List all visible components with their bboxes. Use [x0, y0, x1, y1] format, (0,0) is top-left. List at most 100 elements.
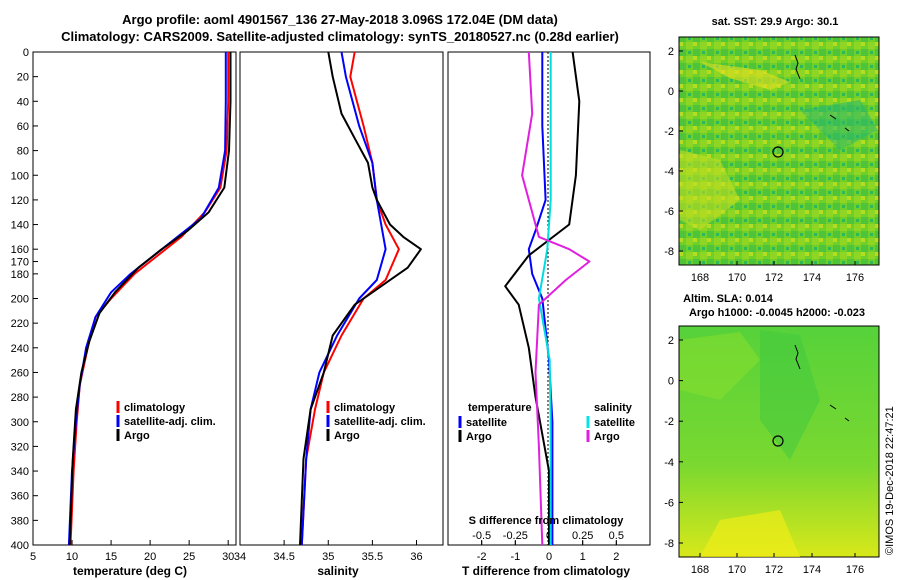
- series-2-1: [504, 51, 581, 545]
- depth-label-20: 380: [11, 515, 29, 527]
- depth-label-2: 40: [17, 96, 29, 108]
- depth-label-14: 260: [11, 367, 29, 379]
- legend-climatology-2: climatology: [334, 402, 396, 414]
- xtick-label-1-4: 36: [410, 551, 422, 563]
- temperature-lines: [67, 52, 232, 546]
- map-ylabel-0: 2: [668, 46, 674, 58]
- xtick-label-0-5: 30: [222, 551, 234, 563]
- map-ylabel-2: -2: [664, 126, 674, 138]
- series-2-2: [537, 52, 552, 545]
- map-xlabel-3: 174: [803, 272, 821, 284]
- s-tick-label-4: 0.5: [609, 530, 624, 542]
- xtick-label-1-3: 35.5: [362, 551, 383, 563]
- map-xlabel-1: 170: [728, 272, 746, 284]
- xtick-label-2-4: 2: [613, 551, 619, 563]
- depth-label-8: 160: [11, 244, 29, 256]
- salinity-lines: [299, 51, 422, 546]
- map-xlabel-0: 168: [691, 272, 709, 284]
- map-ylabel-1: 0: [668, 86, 674, 98]
- map-xlabel-4: 176: [846, 272, 864, 284]
- xtick-label-0-2: 15: [105, 551, 117, 563]
- title-line-1: Argo profile: aoml 4901567_136 27-May-20…: [122, 12, 558, 27]
- series-1-2: [299, 51, 422, 546]
- sst-map: sat. SST: 29.9 Argo: 30.1 168 170 172 174 17…: [664, 16, 880, 284]
- map-ylabel-1: 0: [668, 376, 674, 388]
- map-xlabel-1: 170: [728, 564, 746, 576]
- sla-map: Altim. SLA: 0.014 Argo h1000: -0.0045 h2…: [664, 293, 880, 576]
- depth-label-11: 200: [11, 294, 29, 306]
- depth-label-10: 180: [11, 269, 29, 281]
- temperature-xlabel: temperature (deg C): [73, 564, 187, 578]
- s-tick-label-0: -0.5: [472, 530, 491, 542]
- depth-label-4: 80: [17, 146, 29, 158]
- map-ylabel-4: -6: [664, 206, 674, 218]
- depth-label-17: 320: [11, 441, 29, 453]
- map-ylabel-4: -6: [664, 497, 674, 509]
- argo-float-marker: [772, 146, 784, 158]
- legend-argo-2: Argo: [334, 430, 360, 442]
- depth-label-18: 340: [11, 466, 29, 478]
- sst-field: [678, 36, 880, 266]
- legend-sal-argo: Argo: [594, 431, 620, 443]
- diff-legend: temperature salinity satellite Argo sate…: [458, 402, 635, 443]
- difference-panel: -2 -1 0 1 2 -0.5 -0.25 0 0.25 0.5 T difference f…: [447, 51, 651, 578]
- series-0-1: [67, 52, 227, 546]
- xtick-label-2-0: -2: [477, 551, 487, 563]
- s-tick-label-3: 0.25: [572, 530, 593, 542]
- depth-label-13: 240: [11, 343, 29, 355]
- depth-label-9: 170: [11, 257, 29, 269]
- legend-satellite-2: satellite-adj. clim.: [334, 416, 426, 428]
- xtick-label-2-2: 0: [546, 551, 552, 563]
- sla-map-title-2: Argo h1000: -0.0045 h2000: -0.023: [689, 307, 865, 319]
- xtick-label-0-1: 10: [66, 551, 78, 563]
- map-xlabel-3: 174: [803, 564, 821, 576]
- temperature-x-ticks: 5 10 15 20 25 30: [30, 540, 234, 563]
- map-ylabel-3: -4: [664, 457, 674, 469]
- depth-label-1: 20: [17, 72, 29, 84]
- legend-salinity-heading: salinity: [594, 402, 633, 414]
- legend-satellite: satellite-adj. clim.: [124, 416, 216, 428]
- series-0-2: [68, 52, 232, 546]
- map-ylabel-5: -8: [664, 538, 674, 550]
- sst-map-ticks: 168 170 172 174 176 2 0 -2 -4 -6 -8: [664, 46, 864, 284]
- diff-lines: [504, 51, 591, 546]
- map-ylabel-3: -4: [664, 166, 674, 178]
- legend-argo: Argo: [124, 430, 150, 442]
- legend-temperature-heading: temperature: [468, 402, 532, 414]
- xtick-label-0-4: 25: [183, 551, 195, 563]
- depth-label-3: 60: [17, 121, 29, 133]
- xtick-label-2-1: -1: [510, 551, 520, 563]
- sla-map-title-1: Altim. SLA: 0.014: [683, 293, 774, 305]
- series-1-0: [300, 51, 400, 546]
- xtick-label-0-0: 5: [30, 551, 36, 563]
- s-tick-label-1: -0.25: [503, 530, 528, 542]
- map-xlabel-0: 168: [691, 564, 709, 576]
- xtick-label-1-0: 34: [234, 551, 246, 563]
- depth-label-6: 120: [11, 195, 29, 207]
- sst-map-title: sat. SST: 29.9 Argo: 30.1: [712, 16, 839, 28]
- depth-label-7: 140: [11, 220, 29, 232]
- depth-label-5: 100: [11, 170, 29, 182]
- map-xlabel-2: 172: [765, 564, 783, 576]
- depth-label-12: 220: [11, 318, 29, 330]
- series-2-3: [521, 51, 591, 546]
- xtick-label-1-2: 35: [322, 551, 334, 563]
- diff-xlabel: T difference from climatology: [462, 564, 630, 578]
- sla-map-ticks: 168 170 172 174 176 2 0 -2 -4 -6 -8: [664, 335, 864, 576]
- legend-temp-satellite: satellite: [466, 417, 507, 429]
- title-line-2: Climatology: CARS2009. Satellite-adjuste…: [61, 29, 619, 44]
- depth-label-16: 300: [11, 417, 29, 429]
- depth-label-19: 360: [11, 491, 29, 503]
- depth-label-15: 280: [11, 392, 29, 404]
- map-xlabel-4: 176: [846, 564, 864, 576]
- depth-label-0: 0: [23, 47, 29, 59]
- argo-float-marker-2: [772, 435, 784, 447]
- salinity-legend: climatology satellite-adj. clim. Argo: [326, 401, 426, 442]
- salinity-xlabel: salinity: [317, 564, 359, 578]
- legend-sal-satellite: satellite: [594, 417, 635, 429]
- credit-text: ©IMOS 19-Dec-2018 22:47:21: [884, 406, 896, 555]
- temperature-legend: climatology satellite-adj. clim. Argo: [116, 401, 216, 442]
